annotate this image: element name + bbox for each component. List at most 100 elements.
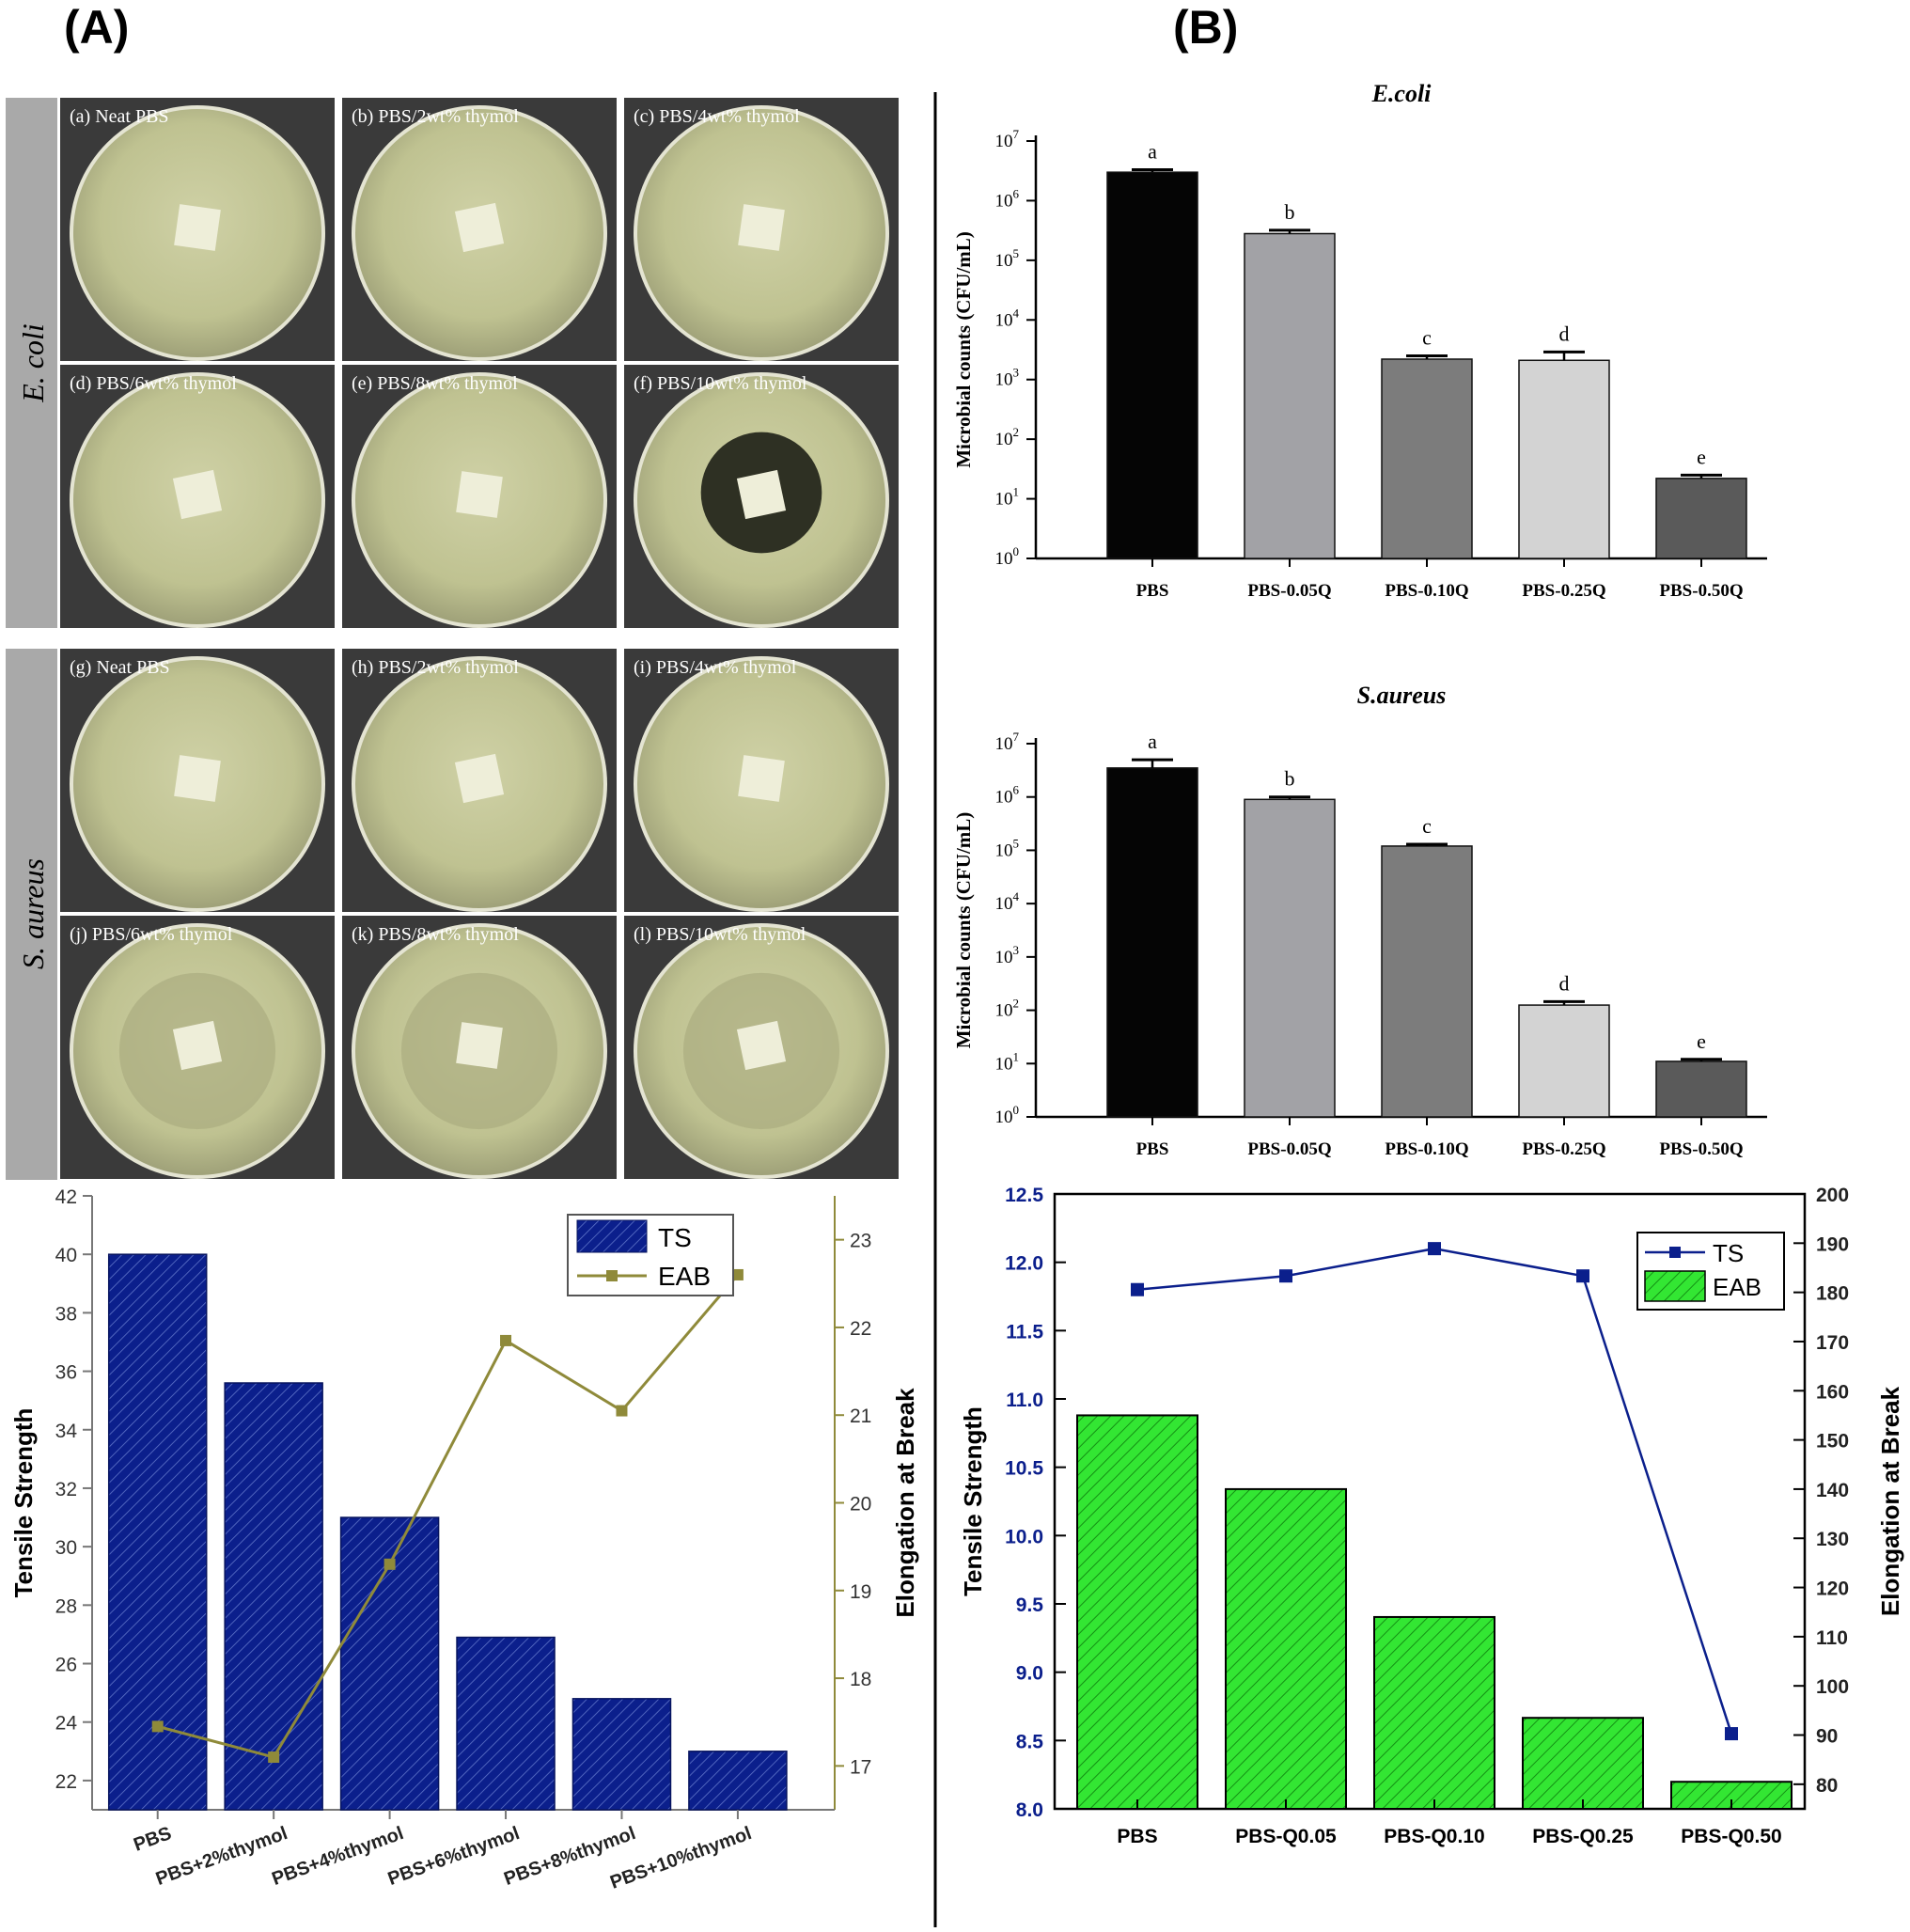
- y-tick-label: 100: [995, 1103, 1020, 1127]
- y-axis-label: Tensile Strength: [959, 1406, 987, 1596]
- film-sample: [454, 753, 505, 804]
- y2-tick-label: 23: [850, 1231, 871, 1252]
- y2-tick-label: 110: [1816, 1627, 1848, 1649]
- x-tick-label: PBS+6%thymol: [385, 1823, 523, 1890]
- y-tick-label: 102: [995, 997, 1020, 1021]
- plate-11: (l) PBS/10wt% thymol: [624, 916, 899, 1179]
- plate-label: (g) Neat PBS: [70, 657, 170, 678]
- y2-tick-label: 170: [1816, 1332, 1849, 1354]
- significance-letter: d: [1559, 322, 1570, 345]
- x-tick-label: PBS-0.10Q: [1385, 581, 1468, 601]
- eab-bar: [1076, 1414, 1198, 1810]
- side-label-ecoli-bg: [6, 98, 57, 628]
- plate-label: (b) PBS/2wt% thymol: [352, 106, 519, 127]
- significance-letter: c: [1422, 325, 1432, 349]
- significance-letter: a: [1148, 140, 1157, 164]
- plate-10: (k) PBS/8wt% thymol: [342, 916, 617, 1179]
- y-tick-label: 10.0: [1005, 1526, 1043, 1547]
- count-bar: [1381, 845, 1473, 1118]
- plate-label: (l) PBS/10wt% thymol: [634, 924, 806, 945]
- plate-grid: E. coli S. aureus (a) Neat PBS (b) PBS/2w…: [6, 98, 899, 1180]
- side-label-saureus-bg: [6, 649, 57, 1180]
- y-tick-label: 32: [55, 1479, 77, 1500]
- eab-point: [384, 1558, 396, 1570]
- plate-2: (c) PBS/4wt% thymol: [624, 98, 899, 361]
- legend-eab-marker: [606, 1270, 618, 1281]
- legend-ts-label: TS: [658, 1223, 692, 1252]
- plate-label: (f) PBS/10wt% thymol: [634, 373, 807, 394]
- y2-tick-label: 120: [1816, 1579, 1849, 1600]
- chart-title: S.aureus: [1357, 682, 1447, 709]
- film-sample: [172, 1020, 223, 1071]
- y2-tick-label: 18: [850, 1669, 871, 1690]
- y-tick-label: 8.0: [1016, 1799, 1043, 1821]
- side-label-ecoli: E. coli: [16, 323, 50, 403]
- y2-tick-label: 19: [850, 1581, 871, 1603]
- y-tick-label: 22: [55, 1771, 77, 1793]
- y-tick-label: 106: [995, 783, 1020, 808]
- ts-bar: [571, 1698, 672, 1811]
- plate-9: (j) PBS/6wt% thymol: [60, 916, 335, 1179]
- film-sample: [172, 469, 223, 520]
- y2-tick-label: 100: [1816, 1676, 1849, 1698]
- y-tick-label: 42: [55, 1186, 77, 1208]
- x-tick-label: PBS-0.25Q: [1522, 581, 1605, 601]
- y-tick-label: 11.5: [1006, 1321, 1043, 1343]
- x-tick-label: PBS: [1136, 581, 1169, 601]
- chart-a-mechanical: 222426283032343638404217181920212223PBSP…: [9, 1186, 919, 1893]
- y-tick-label: 30: [55, 1537, 77, 1559]
- y2-tick-label: 90: [1816, 1726, 1838, 1748]
- y-tick-label: 107: [995, 730, 1020, 754]
- plate-label: (h) PBS/2wt% thymol: [352, 657, 519, 678]
- x-tick-label: PBS-0.25Q: [1522, 1139, 1605, 1159]
- y2-tick-label: 22: [850, 1318, 871, 1340]
- y-tick-label: 12.5: [1005, 1185, 1043, 1206]
- significance-letter: a: [1148, 730, 1157, 753]
- count-bar: [1655, 478, 1747, 559]
- plate-label: (k) PBS/8wt% thymol: [352, 924, 519, 945]
- significance-letter: e: [1697, 1029, 1706, 1053]
- legend-ts-label: TS: [1713, 1239, 1744, 1267]
- y-tick-label: 34: [55, 1421, 78, 1442]
- plate-label: (d) PBS/6wt% thymol: [70, 373, 237, 394]
- chart-title: E.coli: [1371, 80, 1432, 107]
- film-sample: [738, 204, 785, 251]
- eab-bar: [1225, 1487, 1347, 1811]
- ts-point: [1725, 1727, 1738, 1741]
- eab-point: [151, 1720, 164, 1733]
- plate-8: (i) PBS/4wt% thymol: [624, 649, 899, 912]
- ts-bar: [224, 1382, 323, 1811]
- legend-eab-label: EAB: [658, 1262, 711, 1291]
- plate-label: (a) Neat PBS: [70, 106, 169, 127]
- y-tick-label: 107: [995, 127, 1020, 151]
- x-tick-label: PBS-0.05Q: [1247, 581, 1331, 601]
- y-tick-label: 28: [55, 1595, 77, 1617]
- count-bar: [1106, 171, 1198, 559]
- y-tick-label: 26: [55, 1655, 77, 1676]
- x-tick-label: PBS-Q0.10: [1384, 1826, 1484, 1847]
- x-tick-label: PBS-Q0.05: [1235, 1826, 1337, 1847]
- y-tick-label: 101: [995, 1049, 1020, 1074]
- significance-letter: b: [1285, 200, 1295, 224]
- plate-1: (b) PBS/2wt% thymol: [342, 98, 617, 361]
- eab-point: [500, 1334, 512, 1346]
- y2-tick-label: 140: [1816, 1480, 1849, 1501]
- y2-tick-label: 160: [1816, 1381, 1849, 1403]
- x-tick-label: PBS: [1136, 1139, 1169, 1159]
- x-tick-label: PBS-Q0.25: [1532, 1826, 1634, 1847]
- plate-label: (e) PBS/8wt% thymol: [352, 373, 518, 394]
- eab-bar: [1522, 1717, 1644, 1811]
- legend-eab-label: EAB: [1713, 1273, 1761, 1301]
- ts-point: [1131, 1282, 1144, 1296]
- y-tick-label: 105: [995, 836, 1020, 860]
- ts-point: [1428, 1242, 1441, 1256]
- ts-point: [1279, 1269, 1292, 1283]
- y-tick-label: 106: [995, 186, 1020, 211]
- x-tick-label: PBS-0.05Q: [1247, 1139, 1331, 1159]
- film-sample: [174, 755, 221, 802]
- eab-point: [616, 1405, 628, 1417]
- y-tick-label: 11.0: [1006, 1390, 1043, 1411]
- x-tick-label: PBS: [131, 1823, 174, 1856]
- significance-letter: b: [1285, 767, 1295, 791]
